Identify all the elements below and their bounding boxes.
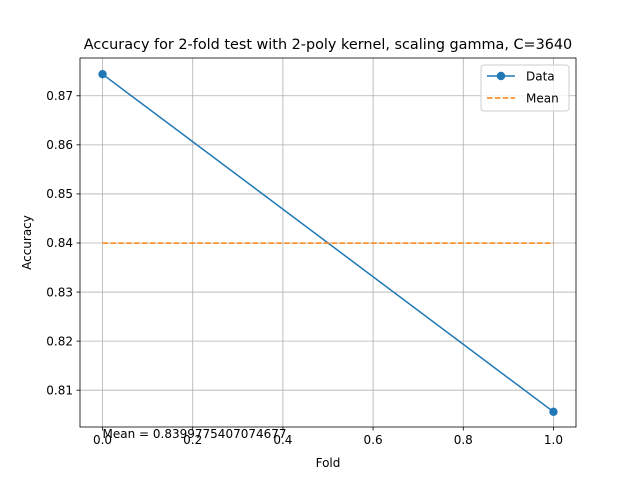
data-point (549, 407, 558, 416)
x-tick-label: 0.2 (183, 433, 202, 447)
x-tick-label: 1.0 (544, 433, 563, 447)
x-tick-label: 0.8 (454, 433, 473, 447)
y-tick-label: 0.85 (46, 187, 73, 201)
y-tick-label: 0.84 (46, 236, 73, 250)
chart-title: Accuracy for 2-fold test with 2-poly ker… (84, 37, 572, 53)
legend-label: Data (526, 69, 555, 83)
x-tick-label: 0.4 (273, 433, 292, 447)
y-tick-label: 0.82 (46, 334, 73, 348)
y-axis-label: Accuracy (20, 215, 34, 270)
x-tick-label: 0.6 (364, 433, 383, 447)
legend: Data Mean (480, 64, 570, 112)
legend-marker (496, 71, 506, 81)
y-tick-label: 0.87 (46, 89, 73, 103)
y-tick-label: 0.81 (46, 383, 73, 397)
legend-label: Mean (526, 91, 559, 105)
x-tick-label: 0.0 (93, 433, 112, 447)
y-tick-label: 0.83 (46, 285, 73, 299)
axes-frame (79, 57, 577, 428)
ticks: 0.0 0.2 0.4 0.6 0.8 1.0 0.81 0.82 0.83 0.84 0.85 0.… (46, 89, 563, 447)
data-point (98, 69, 107, 79)
y-tick-label: 0.86 (46, 138, 73, 152)
mean-annotation: Mean = 0.8399775407074677 (103, 427, 287, 441)
series-layer (98, 69, 558, 416)
x-axis-label: Fold (316, 456, 341, 470)
